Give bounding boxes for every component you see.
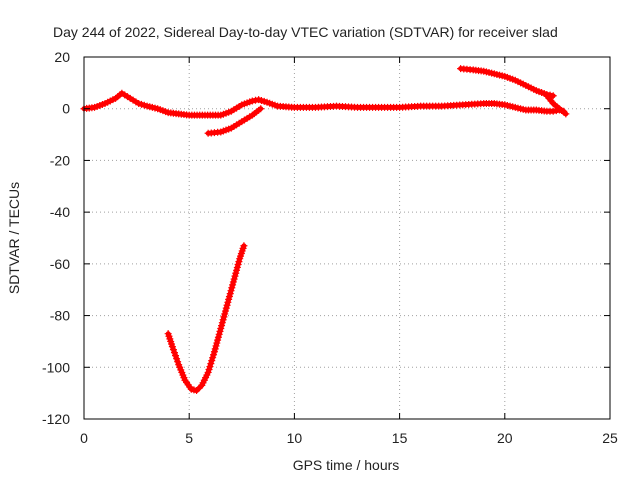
data-point-cluster — [204, 351, 218, 376]
data-point-cluster — [459, 100, 485, 109]
data-point-cluster — [238, 113, 254, 126]
x-tick-label: 10 — [287, 430, 303, 446]
data-point-cluster — [480, 67, 496, 77]
data-point-cluster — [549, 107, 560, 115]
y-tick-label: -20 — [50, 152, 70, 168]
data-point-cluster — [223, 281, 237, 309]
x-tick-label: 20 — [497, 430, 513, 446]
data-point-cluster — [490, 70, 506, 80]
y-tick-label: -80 — [50, 308, 70, 324]
data-point-cluster — [248, 106, 263, 119]
data-point-cluster — [438, 101, 464, 110]
series-end-spur — [543, 92, 570, 118]
data-point-cluster — [210, 327, 224, 356]
x-tick-label: 0 — [80, 430, 88, 446]
data-point-cluster — [217, 304, 230, 332]
data-point — [257, 105, 265, 113]
data-point-cluster — [229, 258, 243, 286]
data-point-cluster — [227, 102, 243, 115]
series-track-line — [544, 93, 569, 117]
data-point-cluster — [248, 96, 259, 105]
data-point-cluster — [501, 101, 517, 111]
plot-frame — [83, 56, 611, 420]
data-point-cluster — [164, 330, 176, 348]
data-point-cluster — [396, 102, 422, 111]
data-point-cluster — [501, 72, 517, 83]
series-late-segment — [457, 65, 557, 100]
y-axis-label: SDTVAR / TECUs — [6, 182, 22, 294]
data-point-cluster — [175, 361, 188, 382]
data-point-cluster — [263, 98, 279, 109]
y-tick-label: -100 — [42, 359, 70, 375]
data-point-cluster — [118, 89, 131, 101]
data-point-cluster — [181, 376, 194, 391]
data-point-cluster — [154, 105, 170, 116]
data-point-cluster — [135, 100, 148, 109]
x-tick-label: 15 — [392, 430, 408, 446]
chart-title: Day 244 of 2022, Sidereal Day-to-day VTE… — [53, 24, 558, 40]
data-point-cluster — [532, 87, 548, 98]
data-point-cluster — [193, 384, 203, 395]
data-point-cluster — [255, 96, 268, 105]
data-point-cluster — [91, 101, 106, 111]
y-tick-label: -40 — [50, 204, 70, 220]
data-point-cluster — [187, 385, 198, 394]
data-point-cluster — [332, 102, 359, 111]
x-tick-label: 25 — [602, 430, 618, 446]
data-point-cluster — [112, 91, 124, 102]
data-point — [562, 110, 570, 118]
data-point-cluster — [543, 92, 555, 105]
data-point-cluster — [522, 81, 538, 93]
data-point-cluster — [101, 96, 117, 108]
data-point-cluster — [511, 76, 527, 88]
data-point-cluster — [217, 125, 233, 136]
ticks: 0 5 10 15 20 25 20 0 -20 -40 -60 -80 -100 -120 — [42, 49, 618, 446]
y-tick-label: -120 — [42, 411, 70, 427]
data-point-cluster — [143, 102, 159, 112]
data-point-cluster — [543, 107, 554, 115]
data-point-cluster — [238, 98, 254, 109]
data-point-cluster — [556, 105, 568, 116]
y-tick-label: 20 — [54, 49, 70, 65]
data-point-cluster — [549, 100, 561, 111]
data-point-cluster — [511, 103, 527, 113]
data-point — [240, 242, 248, 250]
series-dip-track — [164, 242, 248, 395]
data-point-cluster — [311, 102, 337, 111]
data-marks — [80, 65, 570, 395]
x-tick-label: 5 — [185, 430, 193, 446]
data-point — [549, 92, 557, 100]
data-point-cluster — [126, 94, 140, 106]
y-tick-label: -60 — [50, 256, 70, 272]
data-point-cluster — [236, 244, 247, 263]
data-point-cluster — [198, 371, 211, 389]
data-point-cluster — [217, 108, 233, 119]
y-tick-label: 0 — [62, 101, 70, 117]
x-axis-label: GPS time / hours — [293, 457, 400, 473]
data-point-cluster — [227, 119, 243, 132]
series-secondary-track — [204, 105, 265, 137]
data-point-cluster — [168, 343, 182, 366]
